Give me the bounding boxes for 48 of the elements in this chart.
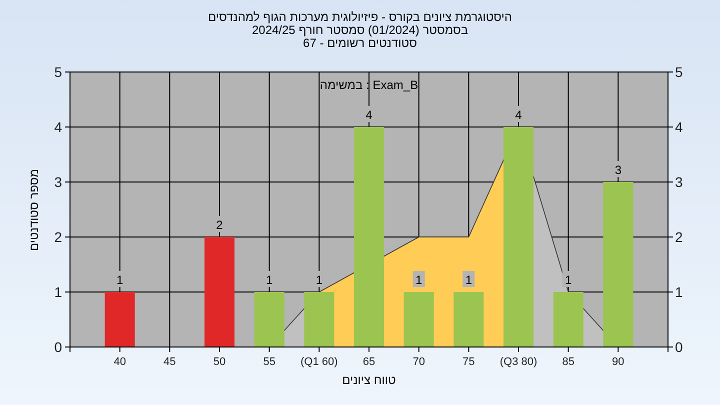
y-tick-label: 4 — [54, 119, 62, 135]
bar — [204, 237, 234, 347]
bar — [404, 292, 434, 347]
annotation: במשימה : Exam_B — [320, 78, 418, 92]
y-tick-label: 2 — [54, 229, 62, 245]
bar — [254, 292, 284, 347]
y-tick-label: 3 — [54, 174, 62, 190]
x-tick-label: (Q3 80) — [500, 356, 538, 368]
x-tick-label: (Q1 60) — [300, 356, 338, 368]
x-tick-label: 65 — [362, 356, 376, 368]
data-label: 4 — [366, 108, 373, 122]
y2-tick-label: 5 — [675, 64, 683, 80]
bar — [454, 292, 484, 347]
data-label: 4 — [515, 108, 522, 122]
data-label: 3 — [614, 163, 622, 177]
bar — [104, 292, 135, 347]
x-axis-title: טווח ציונים — [342, 373, 396, 387]
chart-subtitle: בסמסטר (01/2024) סמסטר חורף 2024/25 סטודנטים רשומים - 67 — [252, 23, 468, 50]
data-label: 1 — [415, 273, 422, 287]
y2-tick-label: 0 — [675, 339, 683, 355]
y2-tick-label: 3 — [675, 174, 683, 190]
data-label: 1 — [116, 273, 124, 287]
x-tick-label: 85 — [562, 356, 574, 368]
x-tick-label: 45 — [164, 356, 176, 368]
bar — [504, 127, 534, 347]
bar — [603, 182, 634, 347]
y-tick-label: 1 — [54, 284, 62, 300]
x-tick-label: 55 — [263, 356, 276, 368]
chart-title: היסטוגרמת ציונים בקורס - פיזיולוגית מערכות הגוף למהנדסים — [208, 10, 512, 24]
y2-tick-label: 2 — [675, 229, 683, 245]
y-tick-label: 5 — [54, 64, 62, 80]
bar — [553, 292, 584, 347]
data-label: 1 — [316, 273, 323, 287]
y-axis-title: מספר סטודנטים — [27, 168, 41, 251]
data-label: 1 — [465, 273, 472, 287]
bar — [354, 127, 384, 347]
x-tick-label: 70 — [412, 356, 425, 368]
data-label: 1 — [564, 273, 572, 287]
data-label: 2 — [216, 218, 224, 232]
y2-tick-label: 1 — [675, 284, 683, 300]
y2-tick-label: 4 — [675, 119, 683, 135]
x-tick-label: 50 — [213, 356, 226, 368]
y-tick-label: 0 — [54, 339, 62, 355]
x-tick-label: 75 — [462, 356, 475, 368]
bar — [304, 292, 334, 347]
x-tick-label: 40 — [114, 356, 126, 368]
data-label: 1 — [266, 273, 273, 287]
x-tick-label: 90 — [612, 356, 624, 368]
